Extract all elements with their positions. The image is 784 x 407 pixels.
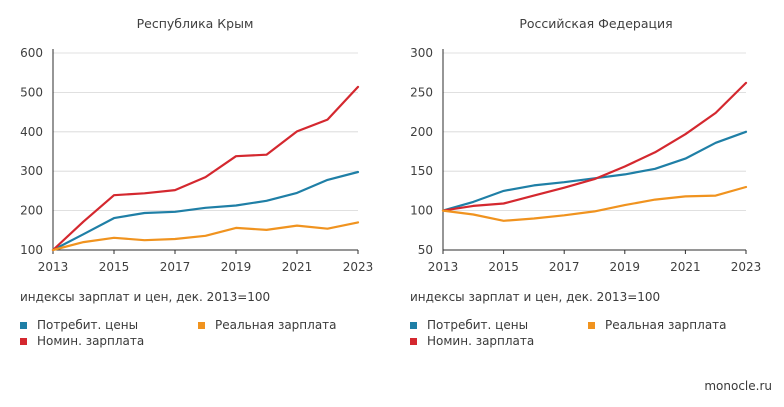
x-tick-label: 2023 xyxy=(731,260,762,274)
legend-item-nominal-wage: Номин. зарплата xyxy=(410,334,534,348)
x-tick-label: 2023 xyxy=(343,260,374,274)
x-tick-label: 2013 xyxy=(38,260,69,274)
chart-panel-crimea: Республика Крым 100 200 300 400 500 600 2013 201… xyxy=(20,16,373,274)
legend-item-cpi: Потребит. цены xyxy=(20,318,138,332)
legend-label-real-wage: Реальная зарплата xyxy=(215,318,337,332)
y-tick-label: 300 xyxy=(410,46,433,60)
source-label: monocle.ru xyxy=(704,379,772,393)
y-tick-label: 100 xyxy=(20,243,43,257)
y-tick-label: 600 xyxy=(20,46,43,60)
y-tick-label: 50 xyxy=(418,243,433,257)
legend-item-cpi: Потребит. цены xyxy=(410,318,528,332)
legend-label-nominal-wage: Номин. зарплата xyxy=(427,334,535,348)
series-line-real-wage xyxy=(441,185,748,222)
legend-item-real-wage: Реальная зарплата xyxy=(198,318,337,332)
x-tick-label: 2019 xyxy=(221,260,252,274)
x-tick-label: 2021 xyxy=(670,260,701,274)
legend-swatch-real-wage xyxy=(198,321,205,329)
x-tick-label: 2015 xyxy=(99,260,130,274)
legend-item-nominal-wage: Номин. зарплата xyxy=(20,334,144,348)
legend-swatch-cpi xyxy=(410,321,417,329)
x-tick-label: 2019 xyxy=(610,260,641,274)
y-tick-label: 300 xyxy=(20,164,43,178)
series-line-cpi xyxy=(51,170,360,252)
series-line-nominal-wage xyxy=(51,85,360,252)
y-tick-label: 150 xyxy=(410,164,433,178)
legend-item-real-wage: Реальная зарплата xyxy=(588,318,727,332)
series-line-nominal-wage xyxy=(441,81,748,212)
y-tick-label: 200 xyxy=(20,204,43,218)
legend-label-cpi: Потребит. цены xyxy=(37,318,139,332)
y-tick-label: 100 xyxy=(410,204,433,218)
y-tick-label: 400 xyxy=(20,125,43,139)
chart-note-crimea: индексы зарплат и цен, дек. 2013=100 xyxy=(20,290,271,304)
x-tick-label: 2017 xyxy=(549,260,580,274)
legend-swatch-real-wage xyxy=(588,321,595,329)
legend-swatch-nominal-wage xyxy=(20,337,27,345)
legend-swatch-cpi xyxy=(20,321,27,329)
legend-label-real-wage: Реальная зарплата xyxy=(605,318,727,332)
chart-title: Республика Крым xyxy=(137,16,254,31)
y-tick-label: 250 xyxy=(410,85,433,99)
legend-label-cpi: Потребит. цены xyxy=(427,318,529,332)
x-tick-label: 2015 xyxy=(488,260,519,274)
x-tick-label: 2013 xyxy=(428,260,459,274)
chart-note-russia: индексы зарплат и цен, дек. 2013=100 xyxy=(410,290,661,304)
y-tick-label: 200 xyxy=(410,125,433,139)
legend-swatch-nominal-wage xyxy=(410,337,417,345)
y-tick-label: 500 xyxy=(20,85,43,99)
x-tick-label: 2017 xyxy=(160,260,191,274)
chart-title: Российская Федерация xyxy=(519,16,672,31)
x-tick-label: 2021 xyxy=(282,260,313,274)
legend-label-nominal-wage: Номин. зарплата xyxy=(37,334,145,348)
chart-panel-russia: Российская Федерация 50 100 150 200 250 300 201… xyxy=(410,16,761,274)
series-line-real-wage xyxy=(51,221,360,252)
